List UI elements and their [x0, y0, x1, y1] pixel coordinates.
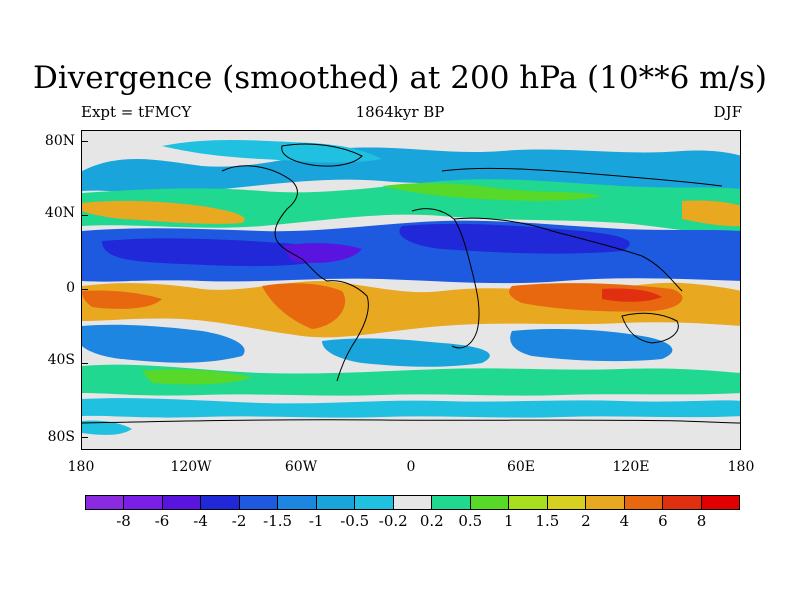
lat-label-80s: 80S: [47, 429, 75, 445]
plot-title: Divergence (smoothed) at 200 hPa (10**6 …: [33, 60, 767, 96]
region-indonesia-peak-divergence: [602, 288, 662, 302]
region-south-atlantic-convergence: [322, 338, 490, 367]
lon-label-180w: 180: [67, 459, 95, 475]
tick-lat-40s: [82, 363, 88, 364]
coast-greenland: [281, 143, 363, 167]
coast-eurasia-north: [441, 167, 723, 187]
colorbar-box-1: [124, 496, 163, 509]
colorbar-box-0: [86, 496, 125, 509]
region-eurasia-divergence: [382, 183, 602, 201]
colorbar-label: 2: [581, 512, 591, 530]
region-pacific-strong-convergence: [102, 238, 330, 267]
tick-lat-80s: [82, 437, 88, 438]
divergence-map: [82, 131, 740, 449]
colorbar-label: 8: [696, 512, 707, 530]
region-north-polar-convergence: [82, 147, 740, 193]
region-west-pacific-divergence: [682, 200, 740, 227]
coast-north-america: [221, 165, 328, 282]
colorbar-label: -1.5: [263, 512, 293, 530]
region-south-pacific-divergence: [142, 369, 252, 385]
tick-lat-0: [82, 289, 88, 290]
lat-label-40s: 40S: [47, 352, 75, 368]
colorbar-label: 4: [619, 512, 630, 530]
colorbar-box-3: [201, 496, 240, 509]
colorbar-box-2: [162, 496, 202, 509]
colorbar-label: 0.2: [419, 512, 444, 530]
colorbar-label: 0.5: [458, 512, 483, 530]
colorbar-box-11: [509, 496, 548, 509]
coast-australia: [621, 312, 679, 344]
lon-label-120w: 120W: [170, 459, 212, 475]
tick-lat-80n: [82, 141, 88, 142]
colorbar-box-14: [624, 496, 664, 509]
lon-label-180e: 180: [727, 459, 755, 475]
colorbar-box-6: [316, 496, 356, 509]
lon-label-0: 0: [406, 459, 416, 475]
region-north-pacific-divergence: [82, 200, 245, 224]
colorbar-box-7: [355, 496, 394, 509]
lon-label-60e: 60E: [506, 459, 536, 475]
experiment-label: Expt = tFMCY: [81, 103, 192, 121]
season-label: DJF: [713, 103, 742, 121]
colorbar-box-16: [701, 496, 739, 509]
colorbar-label: -0.2: [378, 512, 408, 530]
region-south-pacific-convergence: [82, 324, 245, 363]
region-america-peak-convergence: [282, 243, 362, 263]
tick-lat-40n: [82, 215, 88, 216]
time-label: 1864kyr BP: [355, 103, 445, 121]
colorbar-label: -6: [154, 512, 170, 530]
colorbar-box-4: [239, 496, 279, 509]
colorbar-label: -2: [231, 512, 247, 530]
region-indian-ocean-convergence: [510, 328, 673, 362]
lon-label-120e: 120E: [612, 459, 650, 475]
colorbar-label: -0.5: [340, 512, 370, 530]
lat-label-80n: 80N: [44, 133, 75, 149]
colorbar-label: -4: [193, 512, 208, 530]
colorbar-label: 1: [504, 512, 514, 530]
lon-label-60w: 60W: [284, 459, 318, 475]
coast-eurasia-south: [453, 217, 683, 292]
colorbar: [85, 495, 740, 510]
colorbar-box-12: [547, 496, 587, 509]
region-southern-ocean-convergence: [82, 398, 740, 418]
coast-africa: [411, 208, 480, 349]
region-north-midlat-divergence: [82, 179, 740, 233]
lat-label-40n: 40N: [44, 205, 75, 221]
colorbar-label: -1: [308, 512, 324, 530]
region-south-midlat-divergence: [82, 364, 740, 396]
colorbar-label: 1.5: [535, 512, 560, 530]
region-amazon-divergence: [262, 283, 346, 329]
colorbar-box-9: [432, 496, 471, 509]
region-antarctic-convergence: [82, 420, 132, 435]
colorbar-box-8: [393, 496, 433, 509]
colorbar-label: -8: [116, 512, 131, 530]
map-panel: [81, 130, 741, 450]
colorbar-label: 6: [658, 512, 668, 530]
region-central-pacific-divergence: [82, 290, 162, 309]
colorbar-box-15: [663, 496, 702, 509]
region-eurasia-convergence: [399, 223, 630, 254]
lat-label-0: 0: [66, 280, 75, 296]
colorbar-box-10: [470, 496, 510, 509]
colorbar-box-5: [278, 496, 317, 509]
coastlines: [82, 143, 740, 424]
coast-antarctica: [82, 419, 740, 424]
colorbar-box-13: [586, 496, 625, 509]
coast-south-america: [326, 280, 369, 382]
